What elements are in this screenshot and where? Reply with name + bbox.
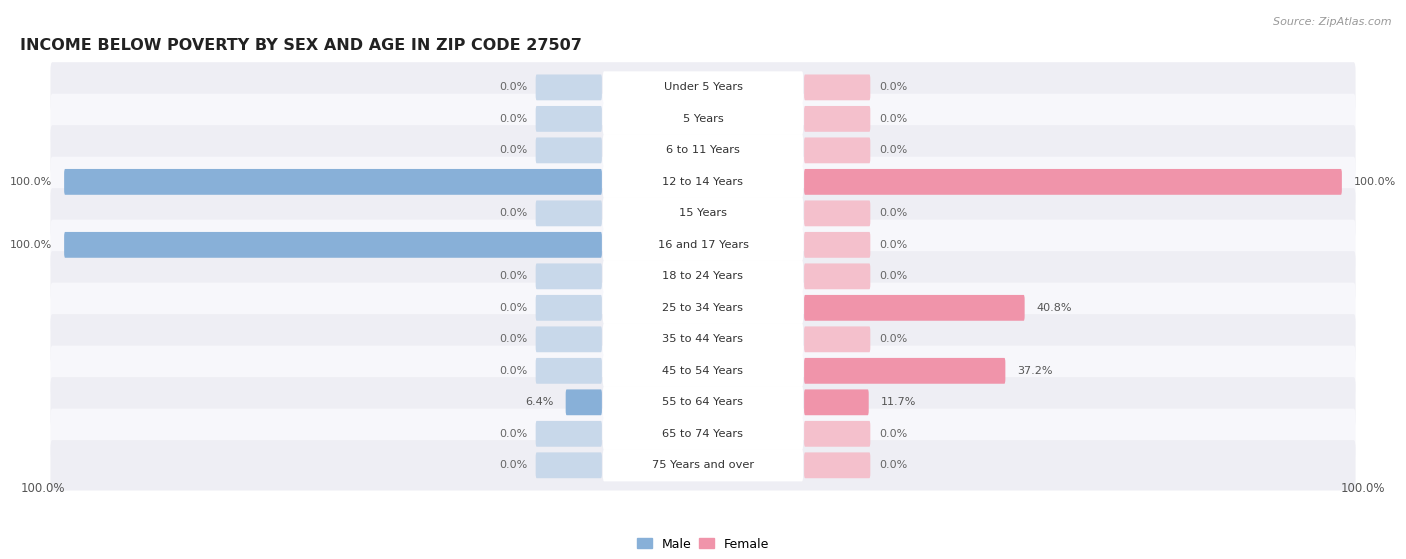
FancyBboxPatch shape [804, 232, 870, 258]
Legend: Male, Female: Male, Female [637, 538, 769, 551]
FancyBboxPatch shape [603, 166, 803, 198]
Text: 100.0%: 100.0% [10, 240, 52, 250]
Text: 0.0%: 0.0% [499, 271, 527, 281]
FancyBboxPatch shape [536, 201, 602, 226]
Text: 16 and 17 Years: 16 and 17 Years [658, 240, 748, 250]
FancyBboxPatch shape [51, 157, 1355, 207]
Text: 5 Years: 5 Years [683, 114, 723, 124]
FancyBboxPatch shape [51, 220, 1355, 270]
Text: 0.0%: 0.0% [879, 82, 907, 92]
FancyBboxPatch shape [536, 138, 602, 163]
Text: 100.0%: 100.0% [1354, 177, 1396, 187]
FancyBboxPatch shape [804, 138, 870, 163]
Text: INCOME BELOW POVERTY BY SEX AND AGE IN ZIP CODE 27507: INCOME BELOW POVERTY BY SEX AND AGE IN Z… [21, 38, 582, 53]
FancyBboxPatch shape [536, 74, 602, 100]
Text: 0.0%: 0.0% [879, 271, 907, 281]
Text: 0.0%: 0.0% [499, 82, 527, 92]
FancyBboxPatch shape [804, 326, 870, 352]
Text: 0.0%: 0.0% [879, 429, 907, 439]
FancyBboxPatch shape [804, 390, 869, 415]
FancyBboxPatch shape [603, 197, 803, 229]
Text: 75 Years and over: 75 Years and over [652, 460, 754, 470]
Text: 55 to 64 Years: 55 to 64 Years [662, 397, 744, 408]
FancyBboxPatch shape [51, 440, 1355, 490]
FancyBboxPatch shape [603, 418, 803, 450]
Text: 11.7%: 11.7% [880, 397, 915, 408]
FancyBboxPatch shape [51, 345, 1355, 396]
Text: 100.0%: 100.0% [10, 177, 52, 187]
FancyBboxPatch shape [804, 263, 870, 289]
Text: 15 Years: 15 Years [679, 209, 727, 219]
FancyBboxPatch shape [804, 452, 870, 478]
FancyBboxPatch shape [603, 229, 803, 261]
Text: 0.0%: 0.0% [499, 114, 527, 124]
FancyBboxPatch shape [603, 323, 803, 356]
FancyBboxPatch shape [804, 358, 1005, 383]
FancyBboxPatch shape [603, 103, 803, 135]
FancyBboxPatch shape [536, 295, 602, 321]
Text: 6 to 11 Years: 6 to 11 Years [666, 145, 740, 155]
FancyBboxPatch shape [51, 283, 1355, 333]
Text: 0.0%: 0.0% [499, 303, 527, 313]
Text: 0.0%: 0.0% [499, 460, 527, 470]
Text: 100.0%: 100.0% [21, 482, 65, 495]
FancyBboxPatch shape [536, 452, 602, 478]
FancyBboxPatch shape [536, 263, 602, 289]
FancyBboxPatch shape [51, 314, 1355, 364]
Text: 37.2%: 37.2% [1017, 366, 1053, 376]
FancyBboxPatch shape [65, 169, 602, 195]
FancyBboxPatch shape [51, 409, 1355, 459]
FancyBboxPatch shape [603, 134, 803, 167]
FancyBboxPatch shape [51, 377, 1355, 428]
FancyBboxPatch shape [603, 355, 803, 387]
Text: 0.0%: 0.0% [879, 334, 907, 344]
FancyBboxPatch shape [51, 188, 1355, 239]
Text: 0.0%: 0.0% [879, 145, 907, 155]
Text: 45 to 54 Years: 45 to 54 Years [662, 366, 744, 376]
FancyBboxPatch shape [51, 94, 1355, 144]
FancyBboxPatch shape [536, 326, 602, 352]
FancyBboxPatch shape [51, 125, 1355, 176]
Text: Under 5 Years: Under 5 Years [664, 82, 742, 92]
Text: 35 to 44 Years: 35 to 44 Years [662, 334, 744, 344]
Text: 100.0%: 100.0% [1341, 482, 1385, 495]
FancyBboxPatch shape [603, 449, 803, 481]
Text: 25 to 34 Years: 25 to 34 Years [662, 303, 744, 313]
Text: 0.0%: 0.0% [499, 429, 527, 439]
Text: 0.0%: 0.0% [499, 334, 527, 344]
Text: 0.0%: 0.0% [879, 114, 907, 124]
Text: Source: ZipAtlas.com: Source: ZipAtlas.com [1274, 17, 1392, 27]
FancyBboxPatch shape [804, 201, 870, 226]
FancyBboxPatch shape [804, 169, 1341, 195]
FancyBboxPatch shape [603, 72, 803, 103]
FancyBboxPatch shape [65, 232, 602, 258]
FancyBboxPatch shape [536, 421, 602, 447]
FancyBboxPatch shape [804, 421, 870, 447]
Text: 0.0%: 0.0% [879, 460, 907, 470]
Text: 0.0%: 0.0% [879, 240, 907, 250]
FancyBboxPatch shape [565, 390, 602, 415]
FancyBboxPatch shape [603, 386, 803, 418]
FancyBboxPatch shape [536, 358, 602, 383]
Text: 65 to 74 Years: 65 to 74 Years [662, 429, 744, 439]
Text: 0.0%: 0.0% [499, 366, 527, 376]
FancyBboxPatch shape [603, 292, 803, 324]
Text: 6.4%: 6.4% [526, 397, 554, 408]
FancyBboxPatch shape [51, 251, 1355, 301]
FancyBboxPatch shape [804, 74, 870, 100]
FancyBboxPatch shape [51, 62, 1355, 112]
Text: 0.0%: 0.0% [499, 145, 527, 155]
Text: 12 to 14 Years: 12 to 14 Years [662, 177, 744, 187]
Text: 18 to 24 Years: 18 to 24 Years [662, 271, 744, 281]
Text: 0.0%: 0.0% [499, 209, 527, 219]
FancyBboxPatch shape [804, 106, 870, 132]
FancyBboxPatch shape [536, 106, 602, 132]
Text: 40.8%: 40.8% [1036, 303, 1071, 313]
FancyBboxPatch shape [804, 295, 1025, 321]
Text: 0.0%: 0.0% [879, 209, 907, 219]
FancyBboxPatch shape [603, 260, 803, 292]
